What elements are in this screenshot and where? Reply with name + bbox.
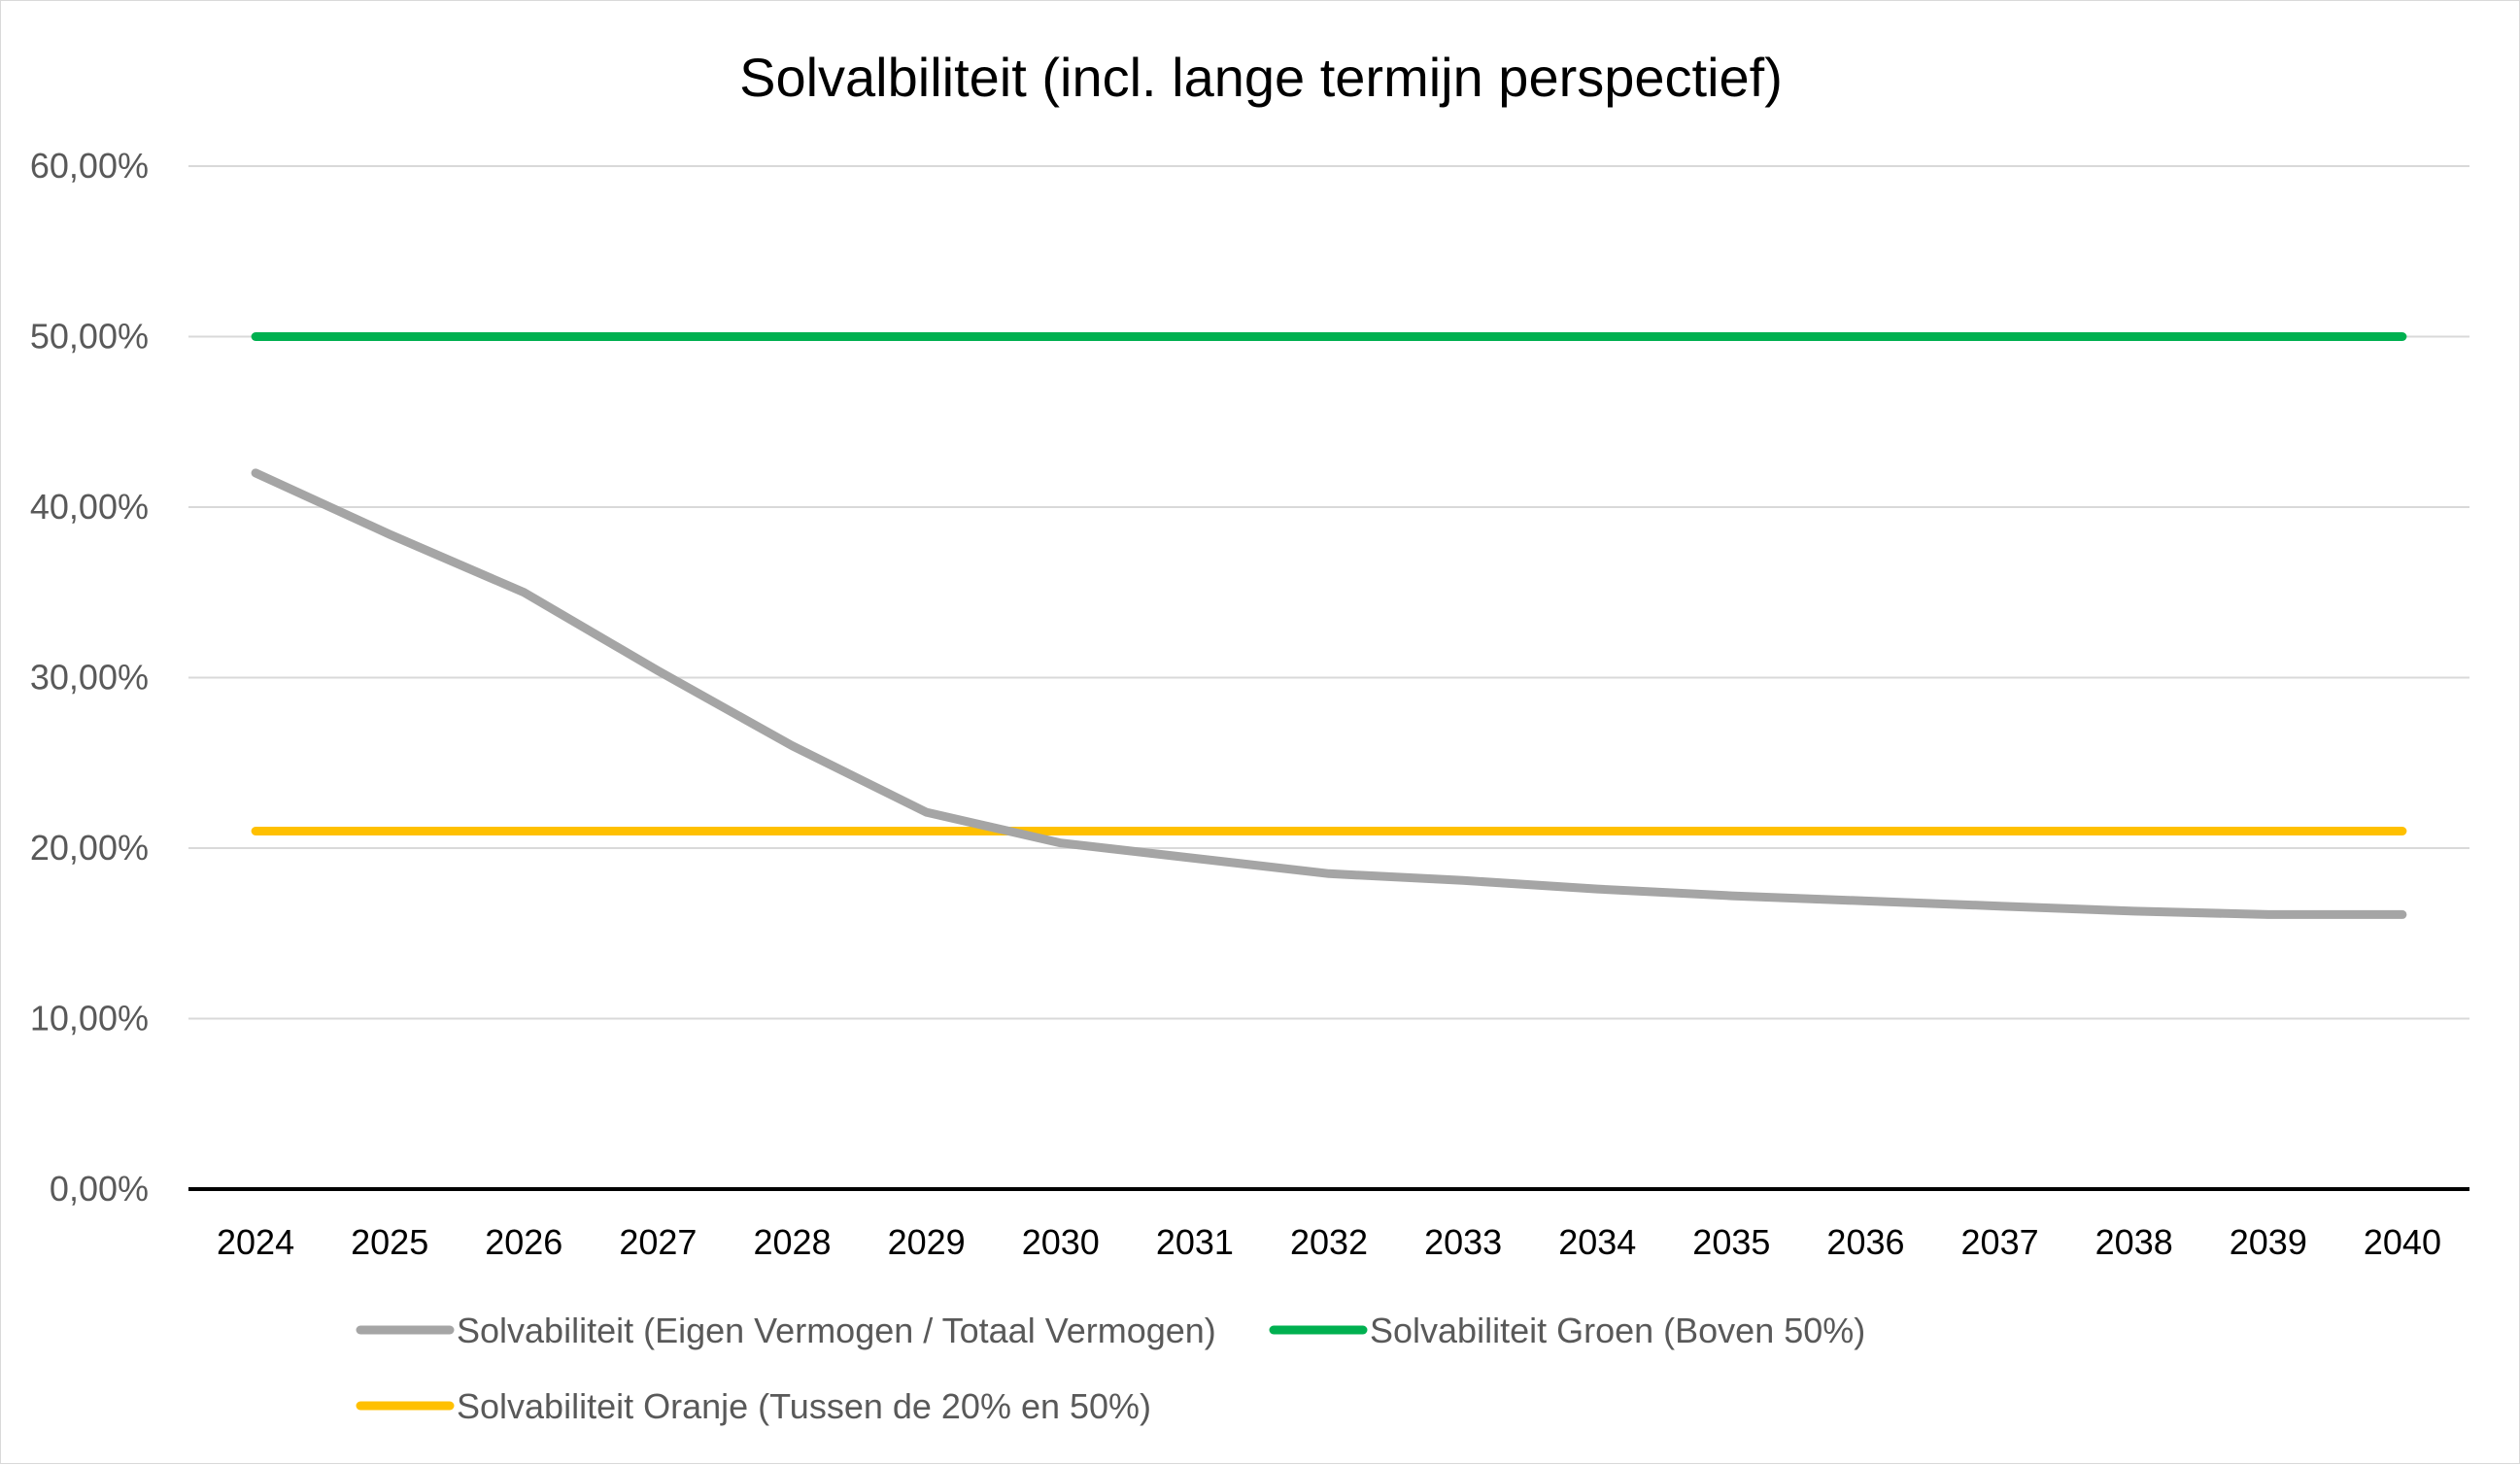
x-tick-label: 2037 [1961,1222,2039,1262]
y-tick-label: 60,00% [30,146,149,186]
y-tick-label: 50,00% [30,317,149,357]
y-tick-label: 20,00% [30,828,149,868]
y-tick-label: 40,00% [30,487,149,527]
chart-title: Solvalbiliteit (incl. lange termijn pers… [739,47,1783,108]
x-tick-label: 2024 [217,1222,294,1262]
legend-label: Solvabiliteit Oranje (Tussen de 20% en 5… [457,1386,1151,1426]
y-axis-tick-labels: 0,00% 10,00% 20,00% 30,00% 40,00% 50,00% 60,00… [30,146,149,1209]
x-axis-tick-labels: 2024 2025 2026 2027 2028 2029 2030 2031 2032 2033… [217,1222,2441,1262]
x-tick-label: 2026 [485,1222,562,1262]
legend: Solvabiliteit (Eigen Vermogen / Totaal V… [356,1311,1865,1426]
x-tick-label: 2040 [2364,1222,2441,1262]
x-tick-label: 2029 [888,1222,966,1262]
x-tick-label: 2031 [1156,1222,1234,1262]
x-tick-label: 2027 [619,1222,697,1262]
x-tick-label: 2038 [2095,1222,2173,1262]
legend-label: Solvabiliteit (Eigen Vermogen / Totaal V… [457,1311,1216,1350]
y-tick-label: 0,00% [50,1169,149,1209]
y-tick-label: 30,00% [30,658,149,698]
x-tick-label: 2039 [2230,1222,2307,1262]
x-tick-label: 2025 [351,1222,428,1262]
legend-label: Solvabiliteit Groen (Boven 50%) [1370,1311,1865,1350]
x-tick-label: 2036 [1826,1222,1904,1262]
x-tick-label: 2028 [753,1222,831,1262]
x-tick-label: 2035 [1692,1222,1770,1262]
x-tick-label: 2030 [1022,1222,1100,1262]
x-tick-label: 2033 [1424,1222,1502,1262]
x-tick-label: 2034 [1558,1222,1636,1262]
y-tick-label: 10,00% [30,999,149,1039]
series-lines [251,332,2407,919]
x-tick-label: 2032 [1290,1222,1368,1262]
series-line-1 [251,468,2407,919]
